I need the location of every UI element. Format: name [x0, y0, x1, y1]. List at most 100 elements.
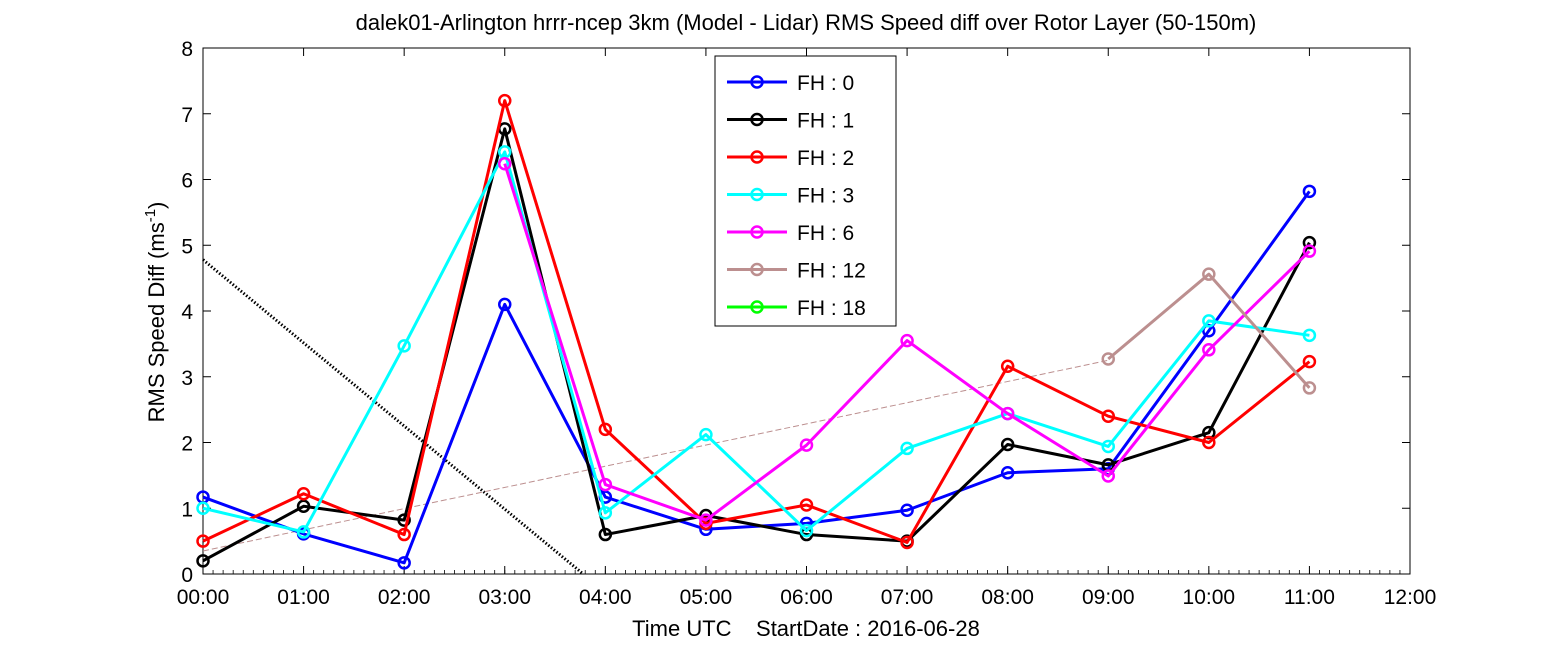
legend-item: FH : 1 — [727, 110, 854, 133]
legend-label: FH : 0 — [797, 72, 854, 95]
data-point — [799, 438, 814, 452]
data-point — [1202, 314, 1216, 328]
legend-item: FH : 2 — [727, 147, 854, 170]
x-tick-label: 06:00 — [780, 586, 833, 609]
legend-item: FH : 3 — [727, 185, 854, 208]
data-point — [699, 427, 713, 442]
y-tick-label: 5 — [181, 235, 193, 258]
legend-marker — [750, 75, 764, 89]
legend-box — [714, 55, 897, 327]
data-point — [598, 527, 613, 542]
x-axis-label: Time UTC StartDate : 2016-06-28 — [632, 616, 980, 641]
data-point — [900, 333, 914, 348]
data-point — [799, 498, 814, 512]
data-point — [1302, 328, 1317, 343]
data-point — [1202, 267, 1216, 281]
y-axis-label-close: ) — [144, 202, 169, 209]
data-point — [196, 501, 210, 515]
data-point — [1101, 439, 1115, 454]
legend-item: FH : 0 — [727, 72, 854, 95]
data-point — [397, 339, 411, 353]
x-axis: 00:00 01:00 02:00 03:00 04:00 05:00 06:00 07:00… — [177, 48, 1437, 609]
data-point — [900, 503, 914, 517]
x-tick-label: 00:00 — [177, 586, 230, 609]
y-tick-label: 7 — [181, 104, 193, 127]
data-point — [1302, 235, 1317, 250]
data-point — [1101, 469, 1115, 483]
data-point — [397, 513, 411, 527]
y-tick-label: 3 — [181, 367, 193, 390]
data-point — [598, 422, 613, 437]
y-axis-label-unit-sup: -1 — [142, 209, 159, 222]
data-point — [1000, 406, 1015, 421]
x-tick-label: 08:00 — [981, 586, 1034, 609]
legend-item: FH : 12 — [727, 260, 866, 283]
data-point — [1302, 244, 1317, 258]
data-point — [397, 527, 411, 542]
legend-item: FH : 18 — [727, 297, 866, 320]
legend-marker — [750, 112, 764, 127]
y-tick-label: 8 — [181, 38, 193, 61]
y-tick-label: 6 — [181, 170, 193, 193]
trend-line-dashed — [202, 359, 1109, 552]
series-2 — [196, 93, 1317, 550]
data-point — [296, 525, 311, 539]
y-axis-label: RMS Speed Diff (ms-1) — [142, 202, 169, 423]
data-point — [900, 535, 914, 550]
series-line — [202, 127, 1311, 563]
x-tick-label: 01:00 — [277, 586, 330, 609]
legend-label: FH : 3 — [797, 185, 854, 208]
series-layer — [196, 93, 1317, 570]
trend-lines — [202, 258, 1109, 576]
data-point — [296, 499, 311, 514]
x-tick-label: 02:00 — [378, 586, 431, 609]
data-point — [498, 156, 512, 171]
chart-title: dalek01-Arlington hrrr-ncep 3km (Model -… — [356, 10, 1257, 35]
series-4 — [498, 156, 1317, 527]
legend-marker — [750, 150, 764, 164]
legend-marker — [750, 300, 764, 314]
data-point — [598, 477, 613, 492]
legend-label: FH : 6 — [797, 222, 854, 245]
data-point — [1000, 359, 1015, 373]
y-axis-label-text: RMS Speed Diff (ms — [144, 222, 169, 422]
series-5 — [1101, 267, 1317, 395]
y-tick-label: 1 — [181, 498, 193, 521]
data-point — [1202, 435, 1216, 450]
legend: FH : 0 FH : 1 FH : 2 FH : 3 FH : 6 FH : 12 FH … — [714, 55, 897, 327]
trend-line-dotted — [202, 258, 585, 576]
x-tick-label: 12:00 — [1384, 586, 1437, 609]
data-point — [1302, 381, 1317, 395]
data-point — [1302, 354, 1317, 369]
legend-label: FH : 12 — [797, 260, 866, 283]
data-point — [1000, 465, 1015, 480]
data-point — [1101, 409, 1115, 423]
x-tick-label: 10:00 — [1183, 586, 1236, 609]
x-tick-label: 07:00 — [881, 586, 934, 609]
data-point — [799, 523, 814, 538]
data-point — [900, 441, 914, 456]
data-point — [1302, 184, 1317, 199]
y-tick-label: 4 — [181, 301, 193, 324]
y-tick-label: 0 — [181, 564, 193, 587]
legend-marker — [750, 262, 764, 277]
series-line — [202, 99, 1311, 544]
series-line — [1107, 272, 1311, 389]
data-point — [397, 556, 411, 570]
data-point — [498, 93, 512, 108]
data-point — [1000, 437, 1015, 452]
x-tick-label: 04:00 — [579, 586, 632, 609]
data-point — [1202, 343, 1216, 357]
y-tick-label: 2 — [181, 433, 193, 456]
data-point — [598, 506, 613, 520]
data-point — [498, 297, 512, 312]
x-tick-label: 09:00 — [1082, 586, 1135, 609]
legend-item: FH : 6 — [727, 222, 854, 245]
legend-label: FH : 18 — [797, 297, 866, 320]
x-tick-label: 11:00 — [1284, 586, 1335, 609]
legend-label: FH : 2 — [797, 147, 854, 170]
data-point — [196, 534, 210, 548]
legend-marker — [750, 225, 764, 239]
legend-marker — [750, 187, 764, 202]
